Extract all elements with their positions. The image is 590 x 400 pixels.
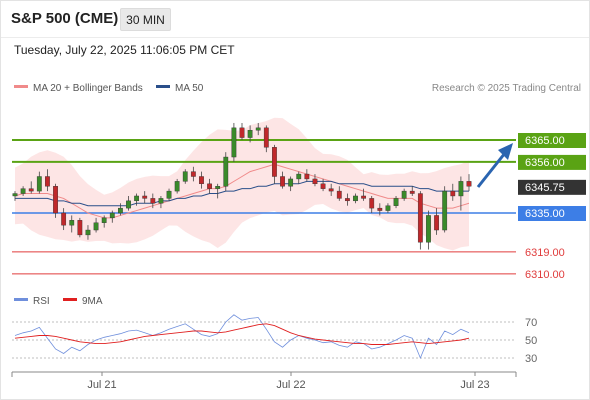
candle-body [353,195,358,202]
candle-body [77,220,83,236]
candle-body [223,156,229,187]
candle-body [45,176,50,187]
candle-body [190,171,196,177]
candle-body [328,188,334,192]
candle-body [126,200,131,209]
instrument-title: S&P 500 (CME) [11,10,119,27]
candle-body [53,186,58,214]
bollinger-legend-swatch [14,85,28,88]
candle-body [263,127,269,148]
candle-body [280,176,285,187]
candle-body [442,190,448,231]
candle-body [239,127,245,138]
candle-body [369,198,375,209]
candle-body [247,130,253,138]
level-labels: 6365.00 6356.00 6345.75 6335.00 6319.00 6310.… [518,133,586,281]
ma50-line [15,180,469,207]
candle-body [28,188,34,192]
candle-body [134,195,140,202]
candle-body [434,215,439,231]
candle-body [450,190,456,197]
rsi-ma-legend-label: 9MA [82,296,103,307]
projection-arrow-line [476,152,507,188]
level-label-box-0 [518,133,586,148]
candle-body [288,178,294,187]
rsi-line [14,314,470,360]
candle-body [117,207,123,214]
projection-arrow-head [498,143,513,160]
timeframe-button[interactable]: 30 MIN [120,8,171,31]
ma20-line [14,163,470,219]
level-label-0: 6365.00 [525,135,565,147]
rsi-legend-label: RSI [33,296,50,307]
candle-body [85,229,91,236]
candle-body [255,127,261,131]
candle-body [458,181,464,197]
candle-body [12,193,18,197]
rsi-ma-line [14,323,470,345]
candle-body [385,205,391,211]
level-label-1: 6356.00 [525,157,565,169]
candles [12,122,472,250]
level-label-5: 6310.00 [525,269,565,281]
candle-body [426,215,431,243]
candle-body [417,193,423,243]
level-label-3: 6335.00 [525,208,565,220]
candle-body [61,212,67,226]
candle-body [158,198,164,204]
candle-body [393,198,399,206]
candle-body [409,190,415,194]
header-divider [1,37,589,38]
ma50-legend-label: MA 50 [175,83,204,94]
candle-body [166,190,172,199]
candle-body [93,222,99,231]
candle-body [109,212,115,219]
candle-body [401,190,407,199]
candle-body [361,195,367,199]
candle-body [199,176,204,185]
candle-body [466,181,472,187]
level-label-box-2 [518,179,586,195]
rsi-ma-legend-swatch [63,298,77,301]
bollinger-legend-label: MA 20 + Bollinger Bands [33,83,143,94]
level-lines [12,139,516,275]
level-label-4: 6319.00 [525,247,565,259]
level-label-box-1 [518,154,586,170]
candle-body [272,147,277,177]
candle-body [142,195,148,199]
rsi-legend-swatch [14,298,28,301]
candle-body [304,173,310,180]
ma50-legend-swatch [156,85,170,88]
candle-body [150,198,156,204]
candle-body [320,183,326,189]
rsi-tick-50: 50 [525,335,537,347]
level-label-box-3 [518,206,586,221]
candle-body [182,171,188,182]
candle-body [69,220,75,226]
candle-body [344,198,350,202]
rsi-tick-70: 70 [525,317,537,329]
candle-body [207,183,212,189]
x-tick-jul23: Jul 23 [460,379,489,391]
x-tick-jul21: Jul 21 [87,379,116,391]
rsi-tick-30: 30 [525,353,537,365]
candle-body [174,181,180,192]
candle-body [231,127,237,158]
header-bar: S&P 500 (CME) 30 MIN [1,1,589,37]
candle-body [312,178,318,185]
bollinger-band [15,117,469,251]
x-tick-jul22: Jul 22 [276,379,305,391]
level-label-2: 6345.75 [525,182,565,194]
candle-body [20,188,26,194]
candle-body [101,217,107,223]
candle-body [296,173,302,180]
candle-body [377,207,383,211]
candle-body [36,176,42,192]
candle-body [215,186,221,189]
copyright-text: Research © 2025 Trading Central [432,83,581,94]
chart-datetime: Tuesday, July 22, 2025 11:06:05 PM CET [14,43,235,57]
candle-body [336,190,342,199]
